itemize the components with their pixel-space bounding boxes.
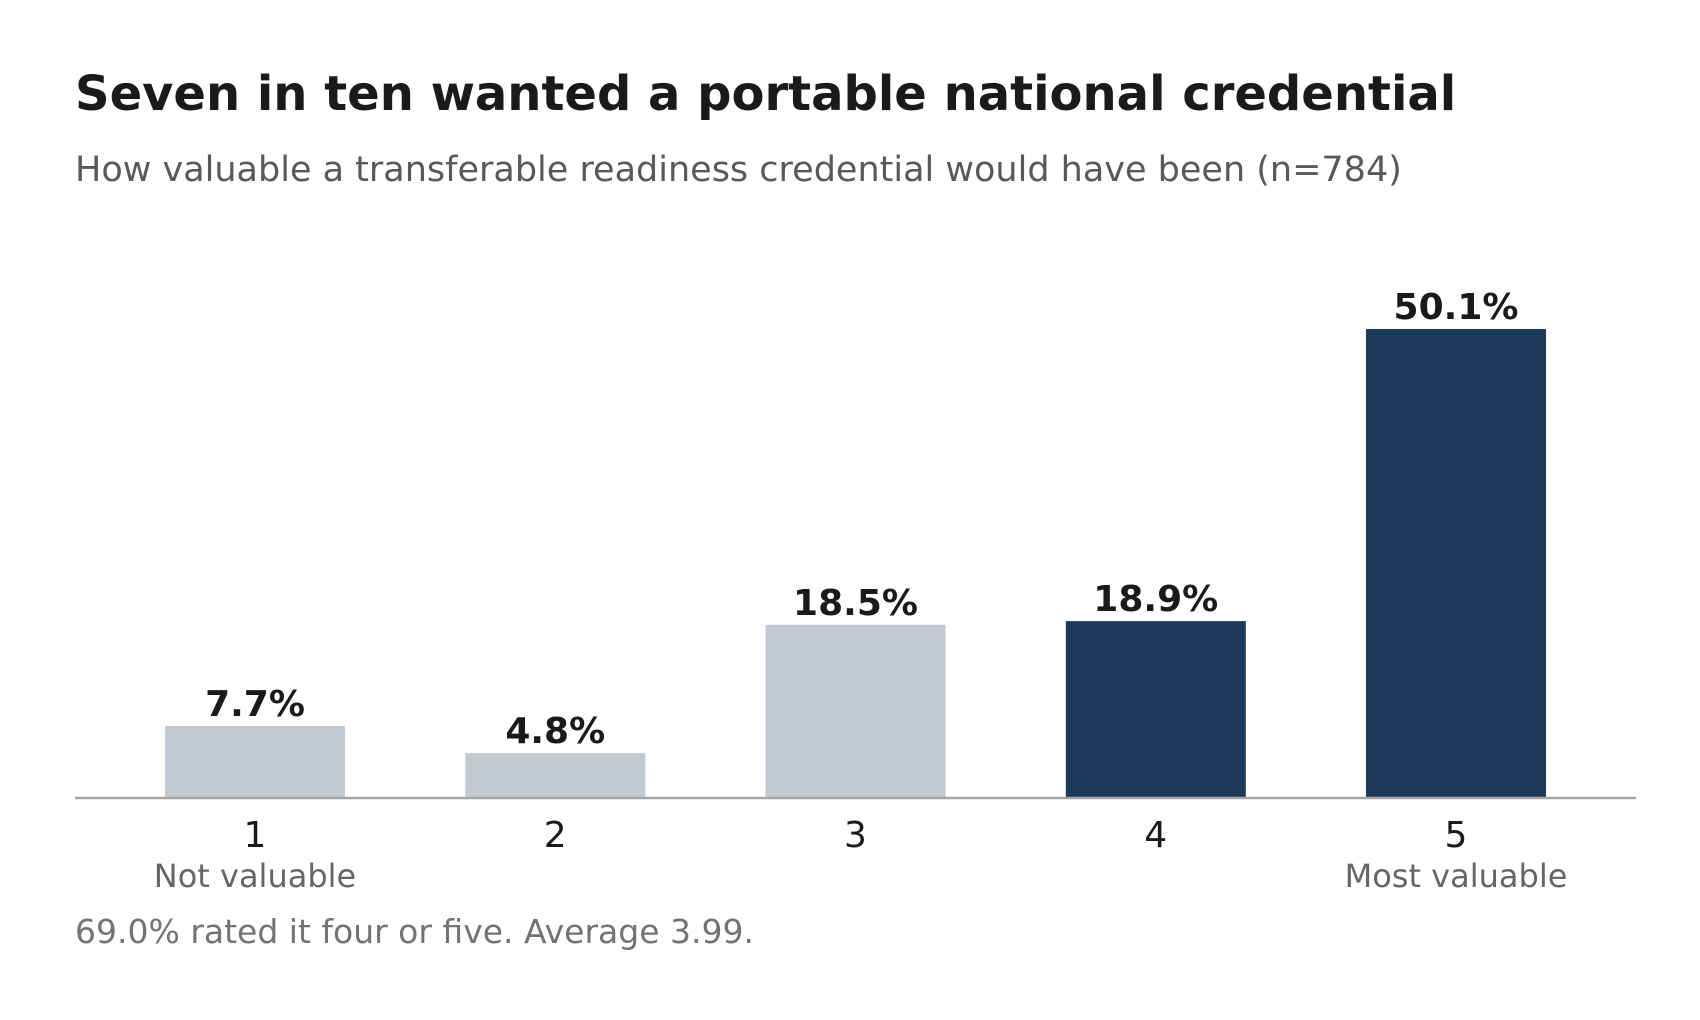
bar-value-label: 18.9% bbox=[1093, 579, 1218, 620]
chart-subtitle: How valuable a transferable readiness cr… bbox=[75, 150, 1402, 190]
x-tick-label: 2 bbox=[544, 815, 567, 856]
bar-value-label: 7.7% bbox=[205, 684, 305, 725]
bar-value-label: 18.5% bbox=[793, 583, 918, 624]
bar-1 bbox=[165, 725, 345, 798]
chart-title: Seven in ten wanted a portable national … bbox=[75, 66, 1457, 122]
x-tick-label: 3 bbox=[844, 815, 867, 856]
scale-high-label: Most valuable bbox=[1345, 857, 1568, 895]
bar-value-label: 4.8% bbox=[505, 711, 605, 752]
scale-low-label: Not valuable bbox=[154, 857, 356, 895]
bar-value-label: 50.1% bbox=[1394, 287, 1519, 328]
bar-2 bbox=[465, 753, 646, 798]
labels-group: 7.7% 1 4.8% 2 18.5% 3 18.9% 4 50.1% 5 Not valuable… bbox=[154, 287, 1568, 895]
bar-5 bbox=[1366, 329, 1546, 798]
x-tick-label: 4 bbox=[1144, 815, 1167, 856]
bars-group bbox=[165, 329, 1546, 798]
x-tick-label: 1 bbox=[244, 815, 267, 856]
bar-4 bbox=[1065, 621, 1246, 798]
chart-footnote: 69.0% rated it four or five. Average 3.9… bbox=[75, 912, 754, 951]
bar-3 bbox=[765, 624, 946, 798]
x-tick-label: 5 bbox=[1445, 815, 1468, 856]
